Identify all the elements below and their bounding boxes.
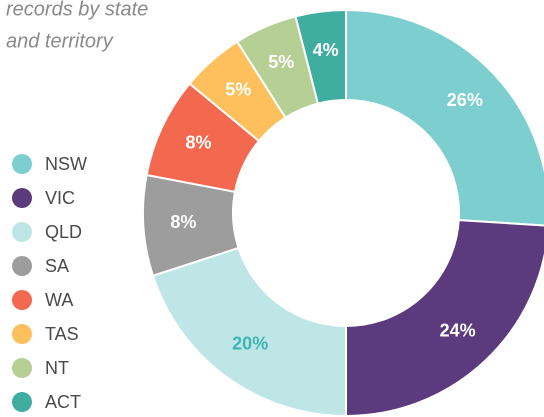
donut-segment xyxy=(294,8,347,105)
data-label: 8% xyxy=(186,132,212,152)
legend-label: WA xyxy=(45,290,73,310)
legend-label: TAS xyxy=(45,324,79,344)
donut-segment xyxy=(345,219,544,417)
data-label: 24% xyxy=(440,321,476,341)
data-label: 4% xyxy=(313,40,339,60)
data-label: 5% xyxy=(225,79,251,99)
legend-label: NT xyxy=(45,358,69,378)
donut-segment xyxy=(151,246,347,417)
data-label: 5% xyxy=(268,52,294,72)
data-label: 26% xyxy=(447,90,483,110)
legend-swatch xyxy=(12,358,32,378)
legend-swatch xyxy=(12,188,32,208)
donut-segment xyxy=(345,8,544,227)
legend-swatch xyxy=(12,256,32,276)
legend-label: QLD xyxy=(45,222,82,242)
legend-label: VIC xyxy=(45,188,75,208)
data-label: 8% xyxy=(170,212,196,232)
legend-swatch xyxy=(12,154,32,174)
legend-swatch xyxy=(12,324,32,344)
legend-swatch xyxy=(12,222,32,242)
legend-swatch xyxy=(12,290,32,310)
data-label: 20% xyxy=(232,334,268,354)
title-line: records by state xyxy=(6,0,148,20)
legend-label: ACT xyxy=(45,392,81,412)
title-line: and territory xyxy=(6,30,114,52)
legend-label: NSW xyxy=(45,154,87,174)
legend-label: SA xyxy=(45,256,69,276)
legend-swatch xyxy=(12,392,32,412)
